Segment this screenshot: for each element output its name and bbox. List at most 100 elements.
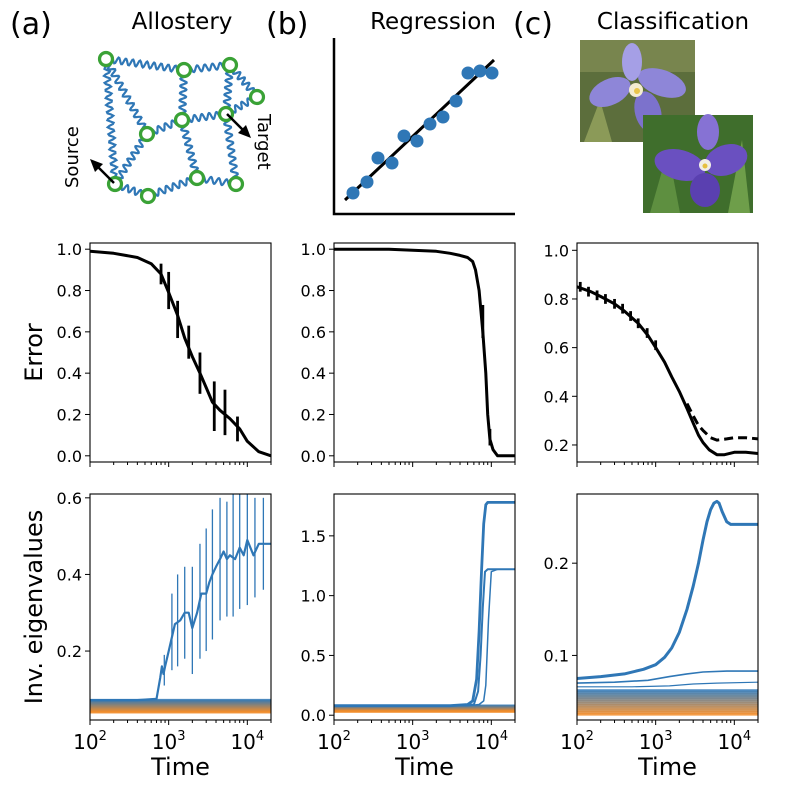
chart3-frame — [89, 493, 272, 721]
regression-point-4 — [397, 129, 411, 143]
panel-c-title: Classification — [597, 9, 749, 35]
chart3-xtick-exponent-1: 3 — [177, 729, 185, 744]
chart4-ytick-label-1: 0.5 — [301, 646, 326, 665]
chart5-xtick-exponent-2: 4 — [743, 729, 751, 744]
chart0-plot-area — [90, 249, 271, 458]
network-nodes — [97, 50, 266, 205]
chart3-xtick-label-1: 103 — [152, 729, 186, 754]
chart5-frame — [576, 493, 759, 721]
chart5-series-top-eigen — [577, 499, 758, 680]
panel-c-letter: (c) — [513, 7, 553, 42]
chart4-xtick-label-1: 103 — [396, 729, 430, 754]
chart2-ytick-label-0: 0.2 — [544, 436, 569, 455]
chart3-plot-area — [90, 494, 271, 714]
chart2-ytick-label-3: 0.8 — [544, 290, 569, 309]
chart4-ytick-label-2: 1.0 — [301, 587, 326, 606]
chart4-xtick-exponent-0: 2 — [343, 729, 351, 744]
chart2-series-error-solid — [577, 285, 758, 457]
plot-c-error: 0.2 0.4 0.6 0.8 1.0 — [544, 241, 759, 467]
chart5-plot-area — [577, 499, 758, 716]
chart3-xtick-label-2: 104 — [230, 729, 264, 754]
chart1-ytick-label-0: 0.0 — [301, 447, 326, 466]
regression-point-1 — [360, 175, 374, 189]
regression-point-0 — [346, 186, 360, 200]
chart4-frame — [333, 493, 516, 721]
chart2-ytick-label-2: 0.6 — [544, 339, 569, 358]
panel-a-letter: (a) — [10, 7, 52, 42]
chart4-ytick-label-3: 1.5 — [301, 527, 326, 546]
spring-13 — [148, 176, 197, 198]
plot-a-error: 0.0 0.2 0.4 0.6 0.8 1.0 Error — [20, 240, 272, 467]
chart5-ytick-label-1: 0.2 — [544, 554, 569, 573]
chart1-ytick-label-5: 1.0 — [301, 240, 326, 259]
spring-11 — [114, 133, 148, 185]
chart1-ytick-label-2: 0.4 — [301, 364, 326, 383]
spring-3 — [102, 58, 119, 185]
chart3-ylabel: Inv. eigenvalues — [20, 510, 48, 705]
regression-point-8 — [449, 94, 463, 108]
chart3-xtick-exponent-0: 2 — [99, 729, 107, 744]
chart5-xtick-exponent-1: 3 — [664, 729, 672, 744]
target-arrow — [226, 113, 251, 138]
chart3-ytick-label-2: 0.6 — [57, 489, 82, 508]
chart0-ylabel: Error — [20, 323, 48, 382]
source-label: Source — [62, 126, 83, 188]
regression-point-3 — [385, 156, 399, 170]
plot-c-eigen: 0.1 0.2 102 103 104 Time — [544, 493, 759, 781]
chart0-ytick-label-0: 0.0 — [57, 447, 82, 466]
chart1-frame — [333, 242, 516, 463]
chart3-xlabel: Time — [150, 753, 210, 781]
chart0-ytick-label-5: 1.0 — [57, 240, 82, 259]
iris-photo-2 — [643, 114, 753, 213]
network-node-2 — [221, 56, 239, 74]
regression-schematic — [332, 38, 515, 216]
network-node-8 — [139, 187, 157, 205]
regression-points — [346, 64, 499, 200]
chart3-series-top-eigen — [90, 538, 271, 702]
regression-point-2 — [371, 151, 385, 165]
chart2-ytick-label-4: 1.0 — [544, 241, 569, 260]
network-node-4 — [138, 125, 156, 143]
regression-point-6 — [423, 117, 437, 131]
chart4-ytick-label-0: 0.0 — [301, 706, 326, 725]
spring-4 — [177, 69, 189, 121]
chart5-xlabel: Time — [637, 753, 697, 781]
chart0-ytick-label-1: 0.2 — [57, 405, 82, 424]
network-node-3 — [248, 88, 266, 106]
plot-b-error: 0.0 0.2 0.4 0.6 0.8 1.0 — [301, 240, 516, 467]
regression-point-9 — [461, 66, 475, 80]
spring-0 — [105, 56, 185, 73]
network-node-1 — [175, 61, 193, 79]
regression-axes — [332, 38, 515, 216]
chart1-ytick-label-3: 0.6 — [301, 323, 326, 342]
panel-a-title: Allostery — [132, 9, 233, 35]
allostery-network: Source Target — [62, 50, 274, 205]
chart3-xtick-exponent-2: 4 — [256, 729, 264, 744]
chart1-ytick-label-4: 0.8 — [301, 282, 326, 301]
spring-5 — [179, 120, 200, 178]
chart5-ytick-label-0: 0.1 — [544, 646, 569, 665]
panel-b-title: Regression — [370, 9, 496, 35]
source-arrow — [90, 159, 115, 184]
chart4-xtick-exponent-2: 4 — [500, 729, 508, 744]
regression-point-7 — [436, 110, 450, 124]
network-node-9 — [188, 169, 206, 187]
chart3-xtick-label-0: 102 — [73, 729, 107, 754]
chart5-series-second-eigen — [577, 670, 758, 684]
spring-6 — [222, 64, 234, 115]
plot-b-eigen: 0.0 0.5 1.0 1.5 102 103 104 Time — [301, 493, 516, 781]
panel-b-letter: (b) — [266, 7, 308, 42]
chart2-ytick-label-1: 0.4 — [544, 387, 569, 406]
plot-a-eigen: 0.2 0.4 0.6 102 103 104 Time Inv. eigenvalues — [20, 489, 272, 781]
chart3-ytick-label-1: 0.4 — [57, 565, 82, 584]
chart4-xtick-label-2: 104 — [474, 729, 508, 754]
chart0-ytick-label-3: 0.6 — [57, 323, 82, 342]
chart4-xtick-exponent-1: 3 — [421, 729, 429, 744]
iris-flower-1 — [589, 43, 686, 133]
chart5-xtick-exponent-0: 2 — [586, 729, 594, 744]
chart5-xtick-label-2: 104 — [717, 729, 751, 754]
chart4-xlabel: Time — [394, 753, 454, 781]
spring-7 — [223, 113, 239, 185]
chart4-series-top-eigen-3 — [334, 568, 515, 707]
